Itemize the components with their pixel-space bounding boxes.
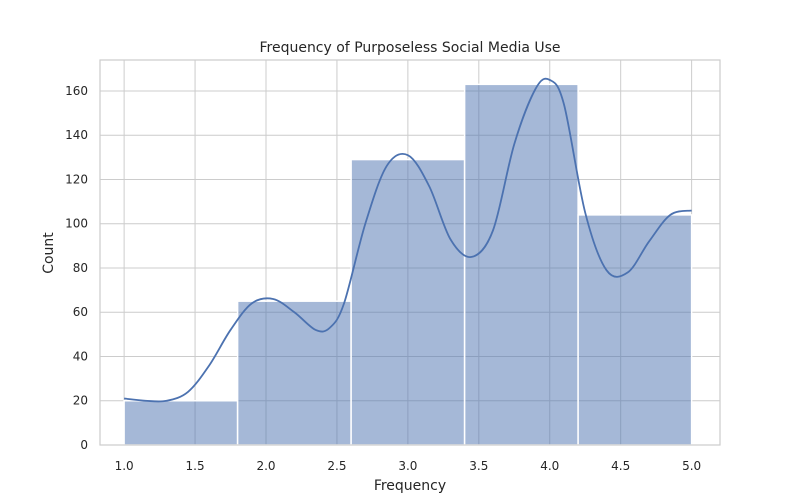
y-tick-label: 160 [65, 84, 88, 98]
plot-frame [99, 59, 721, 446]
histogram-bar [463, 83, 579, 446]
x-tick-label: 1.5 [186, 459, 205, 473]
y-tick-label: 140 [65, 128, 88, 142]
x-tick-labels: 1.0 1.5 2.0 2.5 3.0 3.5 4.0 4.5 5.0 [115, 459, 702, 473]
chart-title: Frequency of Purposeless Social Media Us… [259, 40, 560, 56]
y-axis-label: Count [41, 232, 57, 274]
x-tick-label: 2.0 [256, 459, 275, 473]
kde-layer [124, 77, 692, 403]
kde-curve [124, 77, 692, 403]
y-tick-label: 100 [65, 217, 88, 231]
x-tick-label: 4.0 [540, 459, 559, 473]
x-tick-label: 4.5 [611, 459, 630, 473]
x-tick-label: 1.0 [115, 459, 134, 473]
x-tick-label: 5.0 [682, 459, 701, 473]
histogram-bar [350, 158, 466, 446]
y-tick-label: 20 [73, 394, 88, 408]
y-tick-labels: 0 20 40 60 80 100 120 140 160 [65, 84, 88, 452]
y-tick-label: 80 [73, 261, 88, 275]
y-tick-label: 60 [73, 305, 88, 319]
x-tick-label: 2.5 [327, 459, 346, 473]
x-tick-label: 3.0 [398, 459, 417, 473]
y-tick-label: 120 [65, 172, 88, 186]
x-tick-label: 3.5 [469, 459, 488, 473]
x-axis-label: Frequency [374, 478, 446, 494]
y-tick-label: 0 [80, 438, 88, 452]
histogram-bar [123, 399, 239, 446]
histogram-bar [577, 214, 693, 446]
y-tick-label: 40 [73, 349, 88, 363]
